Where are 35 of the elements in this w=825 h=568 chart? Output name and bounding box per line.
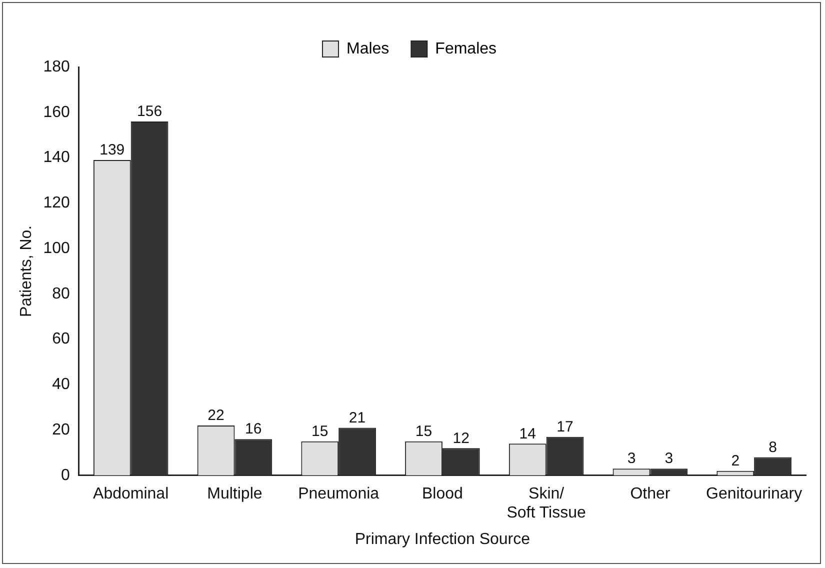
data-label: 15 bbox=[415, 423, 432, 440]
y-tick-label: 0 bbox=[60, 466, 70, 484]
data-label: 3 bbox=[664, 450, 674, 468]
x-tick-label: Genitourinary bbox=[706, 485, 802, 502]
y-tick-label: 20 bbox=[52, 421, 70, 438]
legend-label: Females bbox=[435, 40, 497, 58]
data-label: 16 bbox=[245, 420, 262, 438]
x-tick-label: Multiple bbox=[207, 485, 262, 502]
data-label: 14 bbox=[519, 425, 536, 442]
x-tick-label: Skin/ Soft Tissue bbox=[506, 485, 586, 522]
y-tick-label: 160 bbox=[43, 104, 70, 121]
x-axis-title: Primary Infection Source bbox=[354, 530, 530, 548]
data-label: 156 bbox=[137, 103, 162, 120]
data-label: 17 bbox=[556, 418, 574, 436]
y-tick-label: 40 bbox=[52, 376, 70, 394]
x-tick-label: Other bbox=[630, 485, 671, 502]
x-tick-label: Pneumonia bbox=[298, 485, 380, 502]
y-tick-label: 80 bbox=[52, 285, 70, 302]
data-label: 2 bbox=[731, 452, 740, 470]
legend-label: Males bbox=[346, 40, 390, 58]
y-tick-label: 100 bbox=[43, 240, 70, 257]
y-axis-title: Patients, No. bbox=[18, 225, 36, 318]
data-label: 12 bbox=[452, 430, 470, 447]
y-tick-label: 60 bbox=[52, 330, 70, 348]
data-label: 139 bbox=[100, 142, 125, 159]
x-tick-label: Abdominal bbox=[93, 485, 169, 502]
y-tick-label: 120 bbox=[43, 194, 70, 212]
data-label: 8 bbox=[768, 438, 777, 456]
data-label: 3 bbox=[627, 450, 636, 468]
data-label: 22 bbox=[208, 407, 224, 424]
y-tick-label: 140 bbox=[43, 149, 70, 166]
x-tick-label: Blood bbox=[422, 485, 463, 502]
y-tick-label: 180 bbox=[43, 58, 70, 76]
data-label: 15 bbox=[312, 423, 328, 440]
data-label: 21 bbox=[348, 409, 366, 426]
